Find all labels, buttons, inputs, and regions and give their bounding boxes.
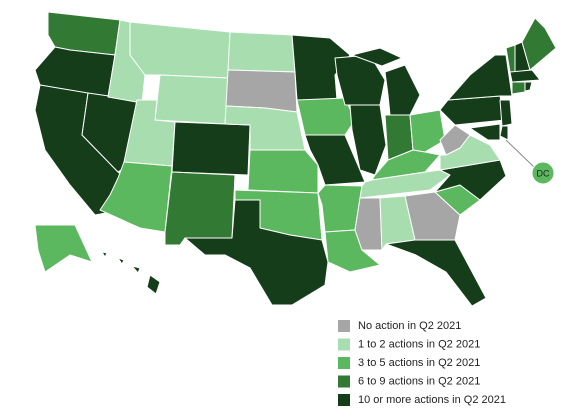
legend-label: No action in Q2 2021 <box>358 320 461 332</box>
legend-swatch <box>338 357 350 369</box>
state <box>499 99 513 127</box>
legend-swatch <box>338 338 350 351</box>
state <box>131 265 141 274</box>
state <box>227 31 296 73</box>
legend-label: 10 or more actions in Q2 2021 <box>358 394 506 406</box>
state <box>434 159 507 201</box>
state <box>469 123 501 141</box>
state <box>184 199 329 306</box>
dc-leader <box>505 139 536 169</box>
state <box>129 21 231 79</box>
legend-swatch <box>338 320 350 332</box>
legend: No action in Q2 2021 1 to 2 actions in Q2… <box>338 320 506 406</box>
state <box>164 171 236 246</box>
state <box>385 239 487 307</box>
legend-swatch <box>338 375 350 388</box>
state <box>296 97 356 136</box>
state <box>225 69 298 113</box>
state <box>404 191 461 241</box>
state <box>511 81 526 95</box>
state <box>247 149 319 194</box>
state <box>384 64 421 116</box>
state <box>354 197 383 251</box>
dc-marker <box>531 161 555 185</box>
state <box>304 134 366 186</box>
state <box>521 17 557 71</box>
legend-label: 1 to 2 actions in Q2 2021 <box>358 338 480 350</box>
state <box>439 124 471 156</box>
dc-label: DC <box>537 168 550 178</box>
state <box>291 34 351 101</box>
state <box>171 121 251 176</box>
state <box>359 169 451 199</box>
state <box>101 251 108 258</box>
state <box>447 54 513 101</box>
legend-label: 6 to 9 actions in Q2 2021 <box>358 375 480 387</box>
state <box>509 69 541 83</box>
state <box>146 274 161 295</box>
state <box>499 125 509 141</box>
state <box>117 257 125 265</box>
legend-swatch <box>338 394 350 406</box>
state <box>34 224 93 273</box>
state <box>154 74 229 125</box>
states <box>34 11 557 307</box>
legend-label: 3 to 5 actions in Q2 2021 <box>358 357 480 369</box>
state <box>99 161 173 233</box>
state <box>409 109 446 153</box>
state <box>524 81 533 92</box>
state <box>351 47 403 67</box>
